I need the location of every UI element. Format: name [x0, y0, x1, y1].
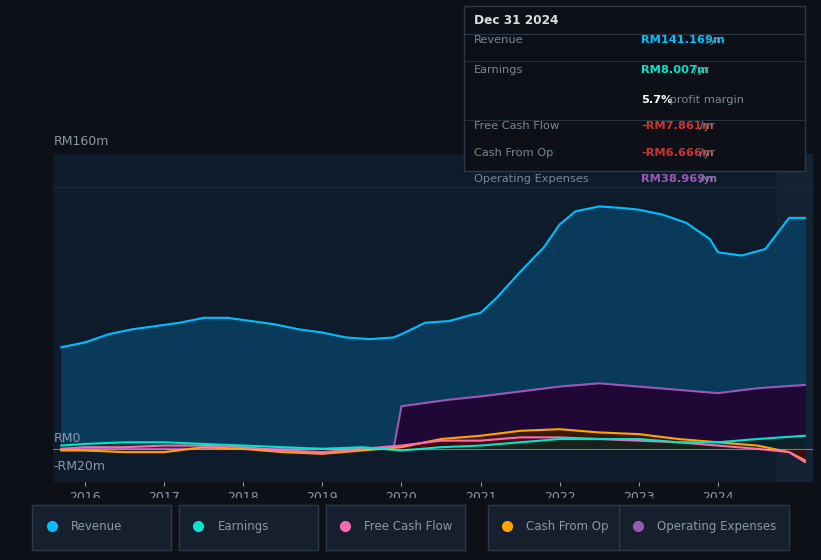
- Text: RM160m: RM160m: [53, 136, 108, 148]
- Text: Revenue: Revenue: [474, 35, 524, 45]
- Text: Dec 31 2024: Dec 31 2024: [474, 14, 558, 27]
- FancyBboxPatch shape: [32, 505, 172, 550]
- Text: /yr: /yr: [696, 122, 715, 131]
- Text: RM38.969m: RM38.969m: [641, 174, 718, 184]
- Text: RM141.169m: RM141.169m: [641, 35, 725, 45]
- Text: /yr: /yr: [702, 35, 722, 45]
- Bar: [777, 154, 813, 482]
- FancyBboxPatch shape: [619, 505, 789, 550]
- Text: RM8.007m: RM8.007m: [641, 65, 709, 75]
- Text: Earnings: Earnings: [218, 520, 269, 533]
- Text: -RM7.861m: -RM7.861m: [641, 122, 713, 131]
- Text: 5.7%: 5.7%: [641, 95, 672, 105]
- FancyBboxPatch shape: [488, 505, 626, 550]
- FancyBboxPatch shape: [179, 505, 318, 550]
- FancyBboxPatch shape: [326, 505, 465, 550]
- Text: Free Cash Flow: Free Cash Flow: [474, 122, 559, 131]
- Text: /yr: /yr: [696, 174, 715, 184]
- Text: Cash From Op: Cash From Op: [526, 520, 608, 533]
- Text: -RM6.666m: -RM6.666m: [641, 148, 714, 158]
- Text: Revenue: Revenue: [71, 520, 122, 533]
- Text: /yr: /yr: [696, 148, 715, 158]
- Text: Operating Expenses: Operating Expenses: [474, 174, 589, 184]
- Text: Cash From Op: Cash From Op: [474, 148, 553, 158]
- Text: RM0: RM0: [53, 432, 80, 445]
- Text: Operating Expenses: Operating Expenses: [658, 520, 777, 533]
- Text: Earnings: Earnings: [474, 65, 524, 75]
- Text: -RM20m: -RM20m: [53, 460, 105, 473]
- Text: profit margin: profit margin: [666, 95, 744, 105]
- Text: /yr: /yr: [690, 65, 709, 75]
- Text: Free Cash Flow: Free Cash Flow: [365, 520, 452, 533]
